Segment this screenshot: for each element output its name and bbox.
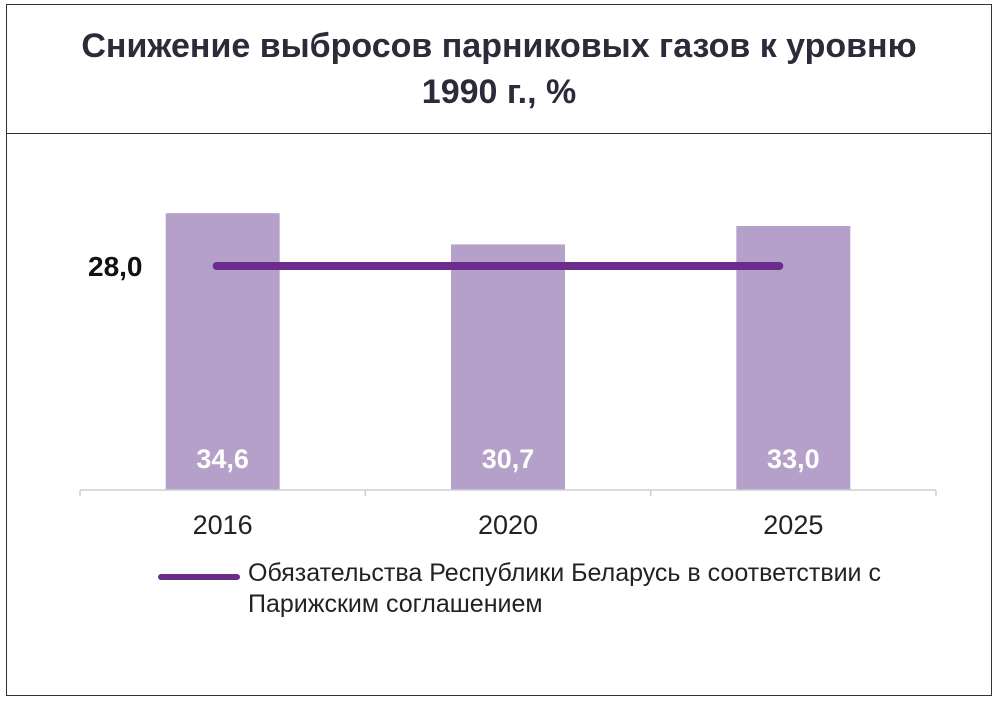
data-label-2020: 30,7	[482, 444, 535, 474]
reference-line-label: 28,0	[88, 251, 143, 282]
title-box: Снижение выбросов парниковых газов к уро…	[7, 5, 991, 134]
x-tick-label-2020: 2020	[478, 510, 538, 540]
chart-title: Снижение выбросов парниковых газов к уро…	[81, 27, 917, 111]
x-tick-label-2016: 2016	[193, 510, 253, 540]
data-label-2016: 34,6	[196, 444, 249, 474]
legend-line-swatch	[158, 574, 240, 580]
chart-frame: Снижение выбросов парниковых газов к уро…	[6, 4, 992, 696]
x-tick-label-2025: 2025	[763, 510, 823, 540]
bar-2016	[165, 213, 280, 490]
legend: Обязательства Республики Беларусь в соот…	[158, 558, 888, 620]
legend-label: Обязательства Республики Беларусь в соот…	[248, 559, 881, 618]
bar-2020	[451, 244, 565, 490]
data-label-2025: 33,0	[767, 444, 820, 474]
